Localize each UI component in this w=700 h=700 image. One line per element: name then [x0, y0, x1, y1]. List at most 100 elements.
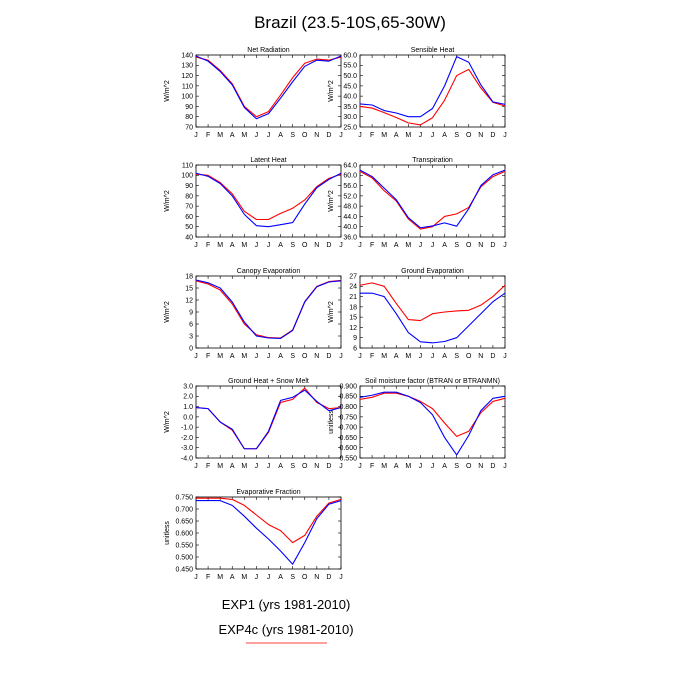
- x-tick-label: O: [466, 353, 472, 360]
- y-tick-label: -3.0: [181, 445, 193, 452]
- chart-panel-4: Transpiration 64.0 60.0 56.0 52.0 48.0 44.0 40.…: [328, 157, 507, 249]
- x-tick-label: A: [230, 463, 235, 470]
- x-tick-label: N: [314, 132, 319, 139]
- x-tick-label: J: [255, 132, 259, 139]
- x-tick-label: J: [339, 242, 343, 249]
- y-tick-label: 3: [189, 333, 193, 340]
- x-tick-label: J: [194, 132, 198, 139]
- x-tick-label: A: [278, 574, 283, 581]
- x-tick-label: F: [206, 132, 210, 139]
- x-tick-label: J: [503, 353, 507, 360]
- y-tick-label: -2.0: [181, 435, 193, 442]
- plot-frame: [195, 54, 342, 128]
- x-tick-label: J: [339, 353, 343, 360]
- x-tick-label: M: [217, 463, 223, 470]
- y-tick-label: 18: [349, 304, 357, 311]
- x-tick-label: J: [419, 242, 423, 249]
- y-tick-label: 0.650: [175, 518, 193, 525]
- x-tick-label: J: [339, 574, 343, 581]
- y-tick-label: 6: [353, 345, 357, 352]
- y-tick-label: 0.650: [339, 435, 357, 442]
- y-tick-label: 48.0: [343, 204, 357, 211]
- x-tick-label: A: [230, 574, 235, 581]
- x-tick-label: J: [267, 463, 271, 470]
- x-tick-label: J: [339, 132, 343, 139]
- x-tick-label: M: [381, 132, 387, 139]
- y-tick-label: 2.0: [183, 394, 193, 401]
- y-tick-label: 12: [349, 325, 357, 332]
- y-tick-label: -4.0: [181, 455, 193, 462]
- y-tick-label: 15: [185, 285, 193, 292]
- x-tick-label: M: [241, 574, 247, 581]
- y-tick-label: 21: [349, 294, 357, 301]
- y-tick-label: 6: [189, 321, 193, 328]
- y-tick-label: 30.0: [343, 114, 357, 121]
- y-tick-label: 90: [185, 183, 193, 190]
- y-tick-label: 45.0: [343, 83, 357, 90]
- x-tick-label: A: [278, 132, 283, 139]
- x-tick-label: J: [419, 353, 423, 360]
- x-tick-label: D: [490, 132, 495, 139]
- y-tick-label: 52.0: [343, 193, 357, 200]
- x-tick-label: F: [370, 353, 374, 360]
- x-tick-label: D: [490, 463, 495, 470]
- x-tick-label: J: [431, 463, 435, 470]
- y-tick-label: 80: [185, 114, 193, 121]
- y-axis-label: W/m^2: [164, 411, 171, 433]
- y-tick-label: 40.0: [343, 224, 357, 231]
- x-tick-label: M: [405, 353, 411, 360]
- x-tick-label: F: [206, 574, 210, 581]
- x-tick-label: N: [478, 463, 483, 470]
- series-line-exp1: [359, 169, 506, 229]
- x-tick-label: J: [358, 132, 362, 139]
- panel-title: Ground Heat + Snow Melt: [228, 378, 309, 385]
- y-tick-label: 50: [185, 224, 193, 231]
- x-tick-label: J: [255, 353, 259, 360]
- x-tick-label: J: [267, 353, 271, 360]
- series-line-exp1: [359, 56, 506, 118]
- y-tick-label: 60: [185, 214, 193, 221]
- x-tick-label: J: [431, 242, 435, 249]
- x-tick-label: J: [267, 242, 271, 249]
- x-tick-label: M: [241, 353, 247, 360]
- x-tick-label: M: [405, 463, 411, 470]
- y-tick-label: 0.550: [339, 455, 357, 462]
- y-axis-label: unitless: [328, 410, 335, 434]
- y-tick-label: 55.0: [343, 63, 357, 70]
- series-line-exp4c: [195, 279, 342, 339]
- x-tick-label: J: [503, 242, 507, 249]
- y-tick-label: 0.800: [339, 404, 357, 411]
- x-tick-label: A: [278, 463, 283, 470]
- x-tick-label: D: [326, 463, 331, 470]
- x-tick-label: D: [490, 242, 495, 249]
- x-tick-label: D: [326, 242, 331, 249]
- x-tick-label: F: [206, 353, 210, 360]
- x-tick-label: O: [302, 132, 308, 139]
- series-line-exp4c: [359, 282, 506, 322]
- series-line-exp1: [360, 292, 506, 344]
- y-axis-label: W/m^2: [328, 190, 335, 212]
- y-tick-label: 120: [181, 73, 193, 80]
- y-tick-label: 0.850: [339, 394, 357, 401]
- y-tick-label: 80: [185, 193, 193, 200]
- panel-title: Ground Evaporation: [401, 268, 464, 275]
- y-axis-label: W/m^2: [164, 190, 171, 212]
- series-line-exp4c: [359, 392, 506, 437]
- series-line-exp1: [196, 500, 342, 565]
- x-tick-label: S: [454, 353, 459, 360]
- x-tick-label: J: [194, 353, 198, 360]
- y-tick-label: 40: [185, 234, 193, 241]
- y-tick-label: 9: [353, 335, 357, 342]
- x-tick-label: J: [431, 132, 435, 139]
- x-tick-label: A: [230, 132, 235, 139]
- y-tick-label: 18: [185, 273, 193, 280]
- x-tick-label: A: [442, 242, 447, 249]
- y-tick-label: 40.0: [343, 94, 357, 101]
- y-tick-label: 24: [349, 284, 357, 291]
- x-tick-label: A: [442, 463, 447, 470]
- y-tick-label: 0.900: [339, 383, 357, 390]
- panel-title: Soil moisture factor (BTRAN or BTRANMN): [365, 378, 500, 385]
- y-tick-label: 35.0: [343, 104, 357, 111]
- x-tick-label: S: [290, 353, 295, 360]
